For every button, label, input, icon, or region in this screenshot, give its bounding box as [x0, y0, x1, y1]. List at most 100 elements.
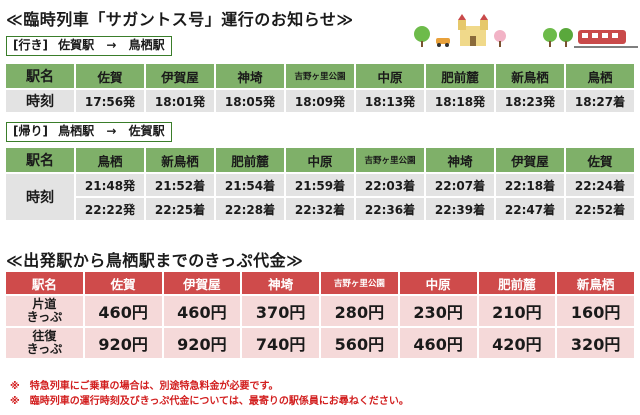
time-cell: 21:52着 [146, 174, 214, 196]
table-row: 駅名 佐賀 伊賀屋 神埼 吉野ヶ里公園 中原 肥前麓 新鳥栖 鳥栖 [6, 64, 634, 88]
tree-icon [494, 28, 573, 47]
station-cell: 中原 [356, 64, 424, 88]
outbound-route-label: [行き] 佐賀駅 → 鳥栖駅 [6, 36, 172, 56]
time-cell: 22:03着 [356, 174, 424, 196]
station-header: 駅名 [6, 272, 83, 294]
round-header: 往復 きっぷ [6, 328, 83, 358]
time-cell: 18:18発 [426, 90, 494, 112]
fare-table: 駅名 佐賀 伊賀屋 神埼 吉野ヶ里公園 中原 肥前麓 新鳥栖 片道 きっぷ 46… [4, 270, 636, 360]
station-cell: 肥前麓 [478, 272, 556, 294]
table-row: 時刻 21:48発 21:52着 21:54着 21:59着 22:03着 22… [6, 174, 634, 220]
station-cell: 鳥栖 [76, 148, 144, 172]
table-row: 22:22発 22:25着 22:28着 22:32着 22:36着 22:39… [6, 198, 634, 220]
time-cell: 18:09発 [286, 90, 354, 112]
station-cell: 佐賀 [566, 148, 634, 172]
station-cell: 吉野ヶ里公園 [286, 64, 354, 88]
station-header: 駅名 [6, 64, 74, 88]
station-cell: 中原 [399, 272, 477, 294]
oneway-label-line2: きっぷ [26, 310, 63, 324]
station-header: 駅名 [6, 148, 74, 172]
fare-cell: 280円 [321, 296, 398, 326]
route-to: 鳥栖駅 [128, 38, 165, 52]
time-cell: 22:52着 [566, 198, 634, 220]
oneway-label-line1: 片道 [32, 297, 57, 311]
time-cell: 22:18着 [496, 174, 564, 196]
route-from: 鳥栖駅 [58, 124, 95, 138]
time-cell: 22:32着 [286, 198, 354, 220]
station-cell: 吉野ヶ里公園 [321, 272, 398, 294]
fare-cell: 460円 [84, 296, 162, 326]
time-cell: 22:36着 [356, 198, 424, 220]
station-cell: 肥前麓 [426, 64, 494, 88]
car-icon [436, 38, 450, 47]
time-cell: 22:28着 [216, 198, 284, 220]
time-cell: 22:39着 [426, 198, 494, 220]
table-row: 駅名 鳥栖 新鳥栖 肥前麓 中原 吉野ヶ里公園 神埼 伊賀屋 佐賀 [6, 148, 634, 172]
round-label-line2: きっぷ [26, 342, 63, 356]
station-cell: 肥前麓 [216, 148, 284, 172]
time-cell: 18:27着 [566, 90, 634, 112]
time-cell: 18:13発 [356, 90, 424, 112]
route-arrow: → [106, 38, 117, 52]
table-row: 片道 きっぷ 460円 460円 370円 280円 230円 210円 160… [6, 296, 634, 326]
station-cell: 神埼 [242, 272, 319, 294]
fare-cell: 210円 [478, 296, 556, 326]
fare-cell: 160円 [557, 296, 634, 326]
station-cell: 伊賀屋 [146, 64, 214, 88]
note-line: ※ 特急列車にご乗車の場合は、別途特急料金が必要です。 [10, 381, 279, 392]
time-cell: 18:01発 [146, 90, 214, 112]
table-row: 往復 きっぷ 920円 920円 740円 560円 460円 420円 320… [6, 328, 634, 358]
time-cell: 21:54着 [216, 174, 284, 196]
fare-cell: 560円 [321, 328, 398, 358]
table-row: 駅名 佐賀 伊賀屋 神埼 吉野ヶ里公園 中原 肥前麓 新鳥栖 [6, 272, 634, 294]
route-to: 佐賀駅 [128, 124, 165, 138]
note-line: ※ 臨時列車の運行時刻及びきっぷ代金については、最寄りの駅係員にお尋ねください。 [10, 396, 409, 407]
time-header: 時刻 [6, 174, 74, 220]
fare-cell: 370円 [242, 296, 319, 326]
station-cell: 神埼 [426, 148, 494, 172]
train-icon [574, 30, 638, 48]
station-cell: 新鳥栖 [557, 272, 634, 294]
time-cell: 21:48発 [76, 174, 144, 196]
fare-cell: 920円 [163, 328, 241, 358]
route-direction: [帰り] [13, 124, 48, 138]
decoration-illustration [414, 14, 638, 48]
station-cell: 中原 [286, 148, 354, 172]
fare-cell: 460円 [399, 328, 477, 358]
time-cell: 17:56発 [76, 90, 144, 112]
page-title: ≪臨時列車「サガントス号」運行のお知らせ≫ [6, 10, 354, 29]
time-cell: 22:25着 [146, 198, 214, 220]
return-route-label: [帰り] 鳥栖駅 → 佐賀駅 [6, 122, 172, 142]
time-cell: 22:07着 [426, 174, 494, 196]
oneway-header: 片道 きっぷ [6, 296, 83, 326]
station-cell: 新鳥栖 [146, 148, 214, 172]
station-cell: 伊賀屋 [163, 272, 241, 294]
time-cell: 18:23発 [496, 90, 564, 112]
time-cell: 22:24着 [566, 174, 634, 196]
fare-cell: 740円 [242, 328, 319, 358]
outbound-timetable: 駅名 佐賀 伊賀屋 神埼 吉野ヶ里公園 中原 肥前麓 新鳥栖 鳥栖 時刻 17:… [4, 62, 636, 114]
time-cell: 18:05発 [216, 90, 284, 112]
time-header: 時刻 [6, 90, 74, 112]
route-direction: [行き] [13, 38, 48, 52]
castle-icon [458, 14, 488, 46]
time-cell: 21:59着 [286, 174, 354, 196]
station-cell: 佐賀 [84, 272, 162, 294]
fare-cell: 460円 [163, 296, 241, 326]
route-from: 佐賀駅 [58, 38, 95, 52]
fare-section-title: ≪出発駅から鳥栖駅までのきっぷ代金≫ [6, 251, 304, 270]
fare-cell: 920円 [84, 328, 162, 358]
station-cell: 佐賀 [76, 64, 144, 88]
tree-icon [414, 26, 430, 47]
return-timetable: 駅名 鳥栖 新鳥栖 肥前麓 中原 吉野ヶ里公園 神埼 伊賀屋 佐賀 時刻 21:… [4, 146, 636, 222]
time-cell: 22:47着 [496, 198, 564, 220]
route-arrow: → [106, 124, 117, 138]
time-cell: 22:22発 [76, 198, 144, 220]
station-cell: 吉野ヶ里公園 [356, 148, 424, 172]
station-cell: 神埼 [216, 64, 284, 88]
notes: ※ 特急列車にご乗車の場合は、別途特急料金が必要です。 ※ 臨時列車の運行時刻及… [10, 379, 409, 409]
fare-cell: 420円 [478, 328, 556, 358]
station-cell: 伊賀屋 [496, 148, 564, 172]
station-cell: 鳥栖 [566, 64, 634, 88]
table-row: 時刻 17:56発 18:01発 18:05発 18:09発 18:13発 18… [6, 90, 634, 112]
